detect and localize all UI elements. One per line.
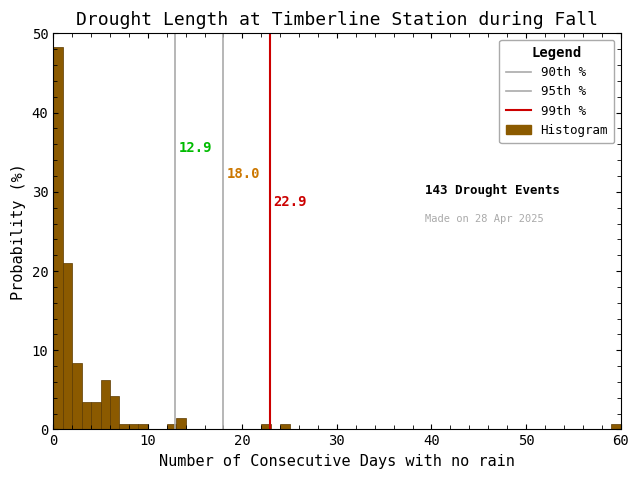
Bar	[82, 402, 91, 430]
Bar	[167, 424, 176, 430]
Text: 143 Drought Events: 143 Drought Events	[425, 184, 560, 197]
Title: Drought Length at Timberline Station during Fall: Drought Length at Timberline Station dur…	[76, 11, 598, 29]
Bar	[176, 419, 186, 430]
Bar	[261, 424, 271, 430]
Bar	[91, 402, 100, 430]
Text: 22.9: 22.9	[273, 195, 307, 209]
Bar	[280, 424, 290, 430]
Text: Made on 28 Apr 2025: Made on 28 Apr 2025	[425, 214, 543, 224]
Bar	[120, 424, 129, 430]
Bar	[63, 263, 72, 430]
Text: 12.9: 12.9	[179, 141, 212, 155]
Bar	[53, 47, 63, 430]
Bar	[138, 424, 148, 430]
Bar	[129, 424, 138, 430]
Y-axis label: Probability (%): Probability (%)	[11, 163, 26, 300]
X-axis label: Number of Consecutive Days with no rain: Number of Consecutive Days with no rain	[159, 454, 515, 469]
Legend: 90th %, 95th %, 99th %, Histogram: 90th %, 95th %, 99th %, Histogram	[499, 40, 614, 143]
Bar	[100, 380, 110, 430]
Bar	[72, 363, 82, 430]
Bar	[611, 424, 621, 430]
Text: 18.0: 18.0	[227, 167, 260, 181]
Bar	[110, 396, 120, 430]
